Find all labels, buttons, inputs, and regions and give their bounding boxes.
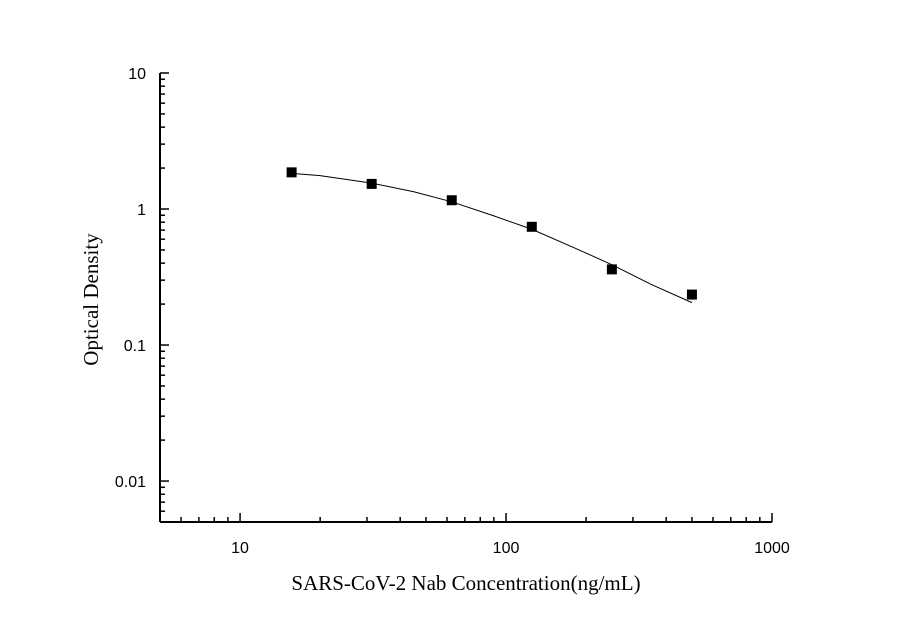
y-tick-label: 10 [128, 66, 146, 83]
data-point [446, 195, 457, 206]
x-tick-label: 10 [231, 540, 249, 557]
fit-curve [291, 172, 693, 304]
data-point [366, 178, 377, 189]
x-axis-title: SARS-CoV-2 Nab Concentration(ng/mL) [291, 571, 640, 595]
data-point [606, 264, 617, 275]
tick-labels: 10 100 1000 0.01 0.1 1 10 [115, 66, 790, 557]
y-tick-label: 0.01 [115, 474, 146, 491]
y-tick-label: 0.1 [124, 338, 146, 355]
data-point [526, 221, 537, 232]
x-tick-label: 1000 [754, 540, 790, 557]
x-tick-label: 100 [493, 540, 520, 557]
y-tick-label: 1 [137, 202, 146, 219]
fit-curve-group [291, 172, 693, 304]
data-points [286, 167, 697, 300]
data-point [286, 167, 297, 178]
y-axis-title: Optical Density [79, 233, 103, 366]
data-point [686, 289, 697, 300]
ticks [159, 72, 773, 523]
axes [159, 73, 772, 523]
